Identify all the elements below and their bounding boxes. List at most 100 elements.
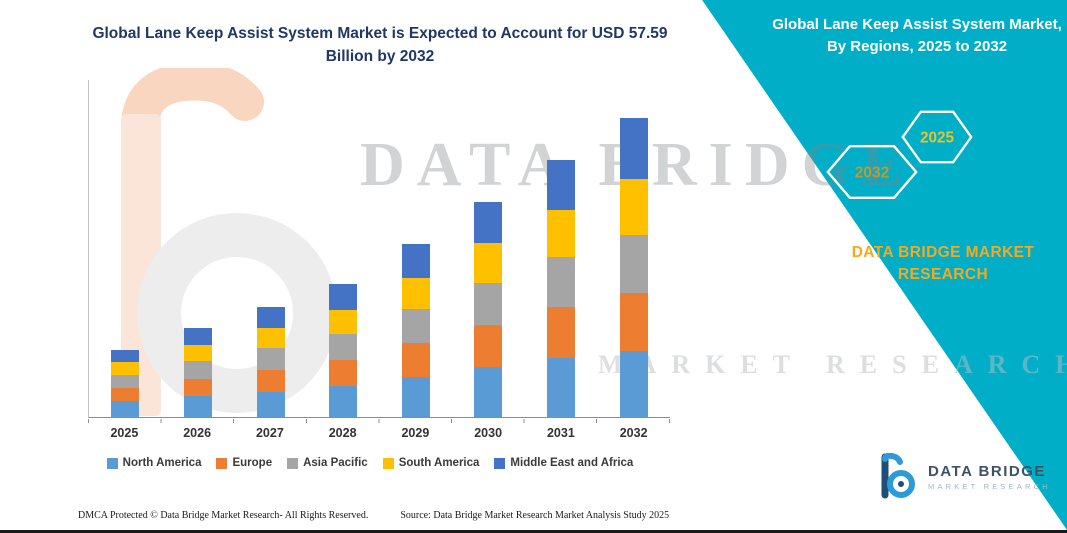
x-axis-label-2030: 2030 (474, 426, 503, 440)
bar-segment-2032 (619, 350, 648, 417)
hexagon-2025-label: 2025 (920, 129, 954, 146)
bar-segment-2031 (547, 210, 576, 257)
bar-cell-2028 (307, 80, 380, 417)
chart-legend: North America Europe Asia Pacific South Ame… (50, 457, 690, 469)
bar-segment-2028 (329, 284, 358, 310)
legend-item: Europe (216, 457, 272, 469)
hexagon-2025: 2025 (901, 110, 973, 164)
hexagon-2032: 2032 (826, 145, 918, 199)
bar-segment-2032 (619, 234, 648, 293)
legend-item: Asia Pacific (287, 457, 368, 469)
bar-segment-2025 (111, 387, 140, 402)
bar-segment-2032 (619, 178, 648, 235)
footer: DMCA Protected © Data Bridge Market Rese… (78, 510, 669, 521)
x-axis-label-2026: 2026 (183, 426, 212, 440)
hexagon-2032-outline (826, 145, 918, 199)
bar-segment-2028 (329, 309, 358, 335)
watermark-logo (85, 62, 345, 428)
x-axis-label-2029: 2029 (401, 426, 430, 440)
watermark-logo-icon (121, 62, 337, 416)
legend-item: North America (106, 457, 202, 469)
legend-item: South America (382, 457, 480, 469)
bar-segment-2031 (547, 357, 576, 417)
bar-segment-2027 (256, 307, 285, 328)
legend-swatch (106, 457, 118, 469)
bar-segment-2031 (547, 307, 576, 358)
regions-panel-title: Global Lane Keep Assist System Market, B… (772, 16, 1062, 55)
logo-name: DATA BRIDGE (928, 463, 1046, 480)
x-axis-label-2027: 2027 (255, 426, 284, 440)
bar-segment-2027 (256, 369, 285, 392)
legend-item: Middle East and Africa (494, 457, 633, 469)
bar-segment-2031 (547, 256, 576, 308)
bar-segment-2029 (401, 309, 430, 343)
bar-segment-2028 (329, 386, 358, 417)
bar-segment-2025 (111, 401, 140, 417)
bar-2025 (111, 80, 140, 417)
bar-cell-2030 (452, 80, 525, 417)
bar-2026 (183, 80, 212, 417)
bar-segment-2032 (619, 292, 648, 351)
bar-2028 (329, 80, 358, 417)
bar-cell-2027 (234, 80, 307, 417)
bar-cell-2032 (597, 80, 670, 417)
x-axis-label-2032: 2032 (619, 426, 648, 440)
legend-swatch (494, 457, 506, 469)
bar-segment-2027 (256, 348, 285, 370)
dmca-text: DMCA Protected © Data Bridge Market Rese… (78, 510, 369, 521)
bar-segment-2026 (183, 378, 212, 397)
legend-swatch (287, 457, 299, 469)
bar-segment-2031 (547, 160, 576, 211)
bar-segment-2029 (401, 277, 430, 310)
legend-label: South America (398, 457, 480, 469)
bar-segment-2029 (401, 377, 430, 417)
bar-cell-2031 (525, 80, 598, 417)
hexagon-2025-outline (901, 110, 973, 164)
bar-cell-2029 (380, 80, 453, 417)
bar-segment-2030 (474, 282, 503, 325)
databridge-logo: DATA BRIDGE MARKET RESEARCH (876, 453, 1051, 501)
legend-label: Asia Pacific (303, 457, 368, 469)
bar-segment-2030 (474, 324, 503, 368)
bar-segment-2026 (183, 361, 212, 379)
logo-text: DATA BRIDGE MARKET RESEARCH (928, 463, 1051, 491)
legend-label: Europe (232, 457, 273, 469)
bar-2030 (474, 80, 503, 417)
bar-segment-2028 (329, 359, 358, 387)
bar-segment-2025 (111, 349, 140, 363)
x-axis-label-2028: 2028 (328, 426, 357, 440)
bar-2029 (401, 80, 430, 417)
logo-sub: MARKET RESEARCH (928, 482, 1051, 491)
bar-segment-2027 (256, 327, 285, 349)
bar-segment-2032 (619, 118, 648, 179)
plot-area (88, 80, 670, 418)
bar-segment-2029 (401, 342, 430, 378)
legend-swatch (382, 457, 394, 469)
bar-2032 (619, 80, 648, 417)
bar-segment-2026 (183, 344, 212, 362)
bar-segment-2030 (474, 367, 503, 417)
bar-segment-2028 (329, 334, 358, 360)
bar-cell-2026 (162, 80, 235, 417)
bar-2031 (547, 80, 576, 417)
x-axis-label-2031: 2031 (546, 426, 575, 440)
legend-label: North America (122, 457, 202, 469)
bar-segment-2025 (111, 374, 140, 388)
panel-brand-text: DATA BRIDGE MARKET RESEARCH (851, 244, 1035, 283)
databridge-logo-icon (881, 453, 915, 499)
bar-segment-2029 (401, 244, 430, 278)
hexagon-2032-label: 2032 (855, 165, 890, 182)
x-axis-label-2025: 2025 (110, 426, 139, 440)
bar-segment-2030 (474, 201, 503, 244)
source-text: Source: Data Bridge Market Research Mark… (400, 510, 670, 521)
chart-title: Global Lane Keep Assist System Market is… (92, 25, 668, 66)
legend-swatch (216, 457, 228, 469)
legend-label: Middle East and Africa (510, 457, 634, 469)
bar-cell-2025 (89, 80, 162, 417)
x-axis-ticks (88, 419, 671, 423)
bar-segment-2026 (183, 328, 212, 345)
bar-segment-2025 (111, 362, 140, 375)
bar-segment-2026 (183, 396, 212, 417)
